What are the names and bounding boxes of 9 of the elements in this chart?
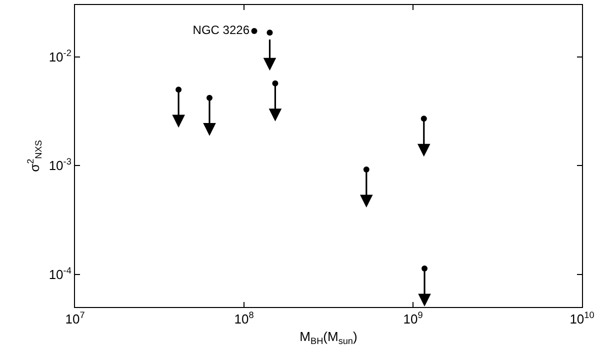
legend-label: NGC 3226	[192, 22, 250, 37]
x-tick-label: 10$^{10}$	[570, 310, 594, 327]
x-axis-title: M$_{BH}$(M$_{sun}$)	[300, 329, 358, 346]
y-tick-label: 10$^{-3}$	[48, 156, 72, 174]
x-tick-label: 10$^{9}$	[403, 310, 423, 327]
x-tick-label: 10$^{8}$	[234, 310, 254, 327]
x-tick-label: 10$^{7}$	[65, 310, 85, 327]
y-tick-label: 10$^{-4}$	[48, 265, 72, 282]
y-tick-label: 10$^{-2}$	[48, 48, 72, 64]
